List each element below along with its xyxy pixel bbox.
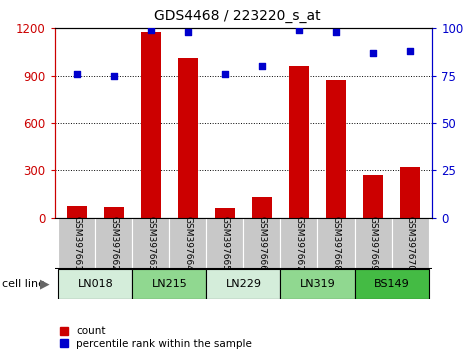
Bar: [354, 269, 428, 299]
Text: GSM397661: GSM397661: [72, 216, 81, 271]
Text: GSM397668: GSM397668: [332, 216, 341, 271]
Text: GSM397666: GSM397666: [257, 216, 266, 271]
Bar: [280, 218, 317, 269]
Bar: [207, 218, 244, 269]
Bar: [289, 66, 309, 218]
Text: BS149: BS149: [374, 279, 409, 289]
Text: GSM397662: GSM397662: [109, 216, 118, 271]
Text: ▶: ▶: [40, 278, 49, 291]
Bar: [178, 58, 198, 218]
Point: [258, 63, 266, 69]
Text: cell line: cell line: [2, 279, 46, 289]
Point: [332, 29, 340, 35]
Legend: count, percentile rank within the sample: count, percentile rank within the sample: [60, 326, 252, 349]
Bar: [170, 218, 207, 269]
Text: GSM397670: GSM397670: [406, 216, 415, 271]
Bar: [280, 269, 354, 299]
Point: [406, 48, 414, 54]
Bar: [215, 208, 235, 218]
Point: [369, 50, 377, 56]
Bar: [95, 218, 133, 269]
Bar: [133, 218, 170, 269]
Text: LN018: LN018: [77, 279, 113, 289]
Point: [221, 71, 229, 76]
Bar: [141, 32, 161, 218]
Text: GSM397663: GSM397663: [146, 216, 155, 271]
Bar: [400, 167, 420, 218]
Text: LN229: LN229: [226, 279, 261, 289]
Bar: [133, 269, 207, 299]
Text: LN215: LN215: [152, 279, 187, 289]
Point: [147, 27, 155, 33]
Point: [110, 73, 118, 79]
Point: [295, 27, 303, 33]
Text: GSM397667: GSM397667: [294, 216, 304, 271]
Bar: [326, 80, 346, 218]
Point: [73, 71, 81, 76]
Bar: [58, 218, 95, 269]
Text: GSM397669: GSM397669: [369, 216, 378, 271]
Bar: [207, 269, 280, 299]
Bar: [58, 269, 133, 299]
Bar: [354, 218, 391, 269]
Text: GDS4468 / 223220_s_at: GDS4468 / 223220_s_at: [154, 9, 321, 23]
Bar: [363, 175, 383, 218]
Point: [184, 29, 192, 35]
Bar: [243, 218, 280, 269]
Text: LN319: LN319: [300, 279, 335, 289]
Bar: [66, 206, 87, 218]
Text: GSM397665: GSM397665: [220, 216, 229, 271]
Bar: [317, 218, 354, 269]
Bar: [104, 207, 124, 218]
Bar: [252, 197, 272, 218]
Bar: [391, 218, 428, 269]
Text: GSM397664: GSM397664: [183, 216, 192, 271]
